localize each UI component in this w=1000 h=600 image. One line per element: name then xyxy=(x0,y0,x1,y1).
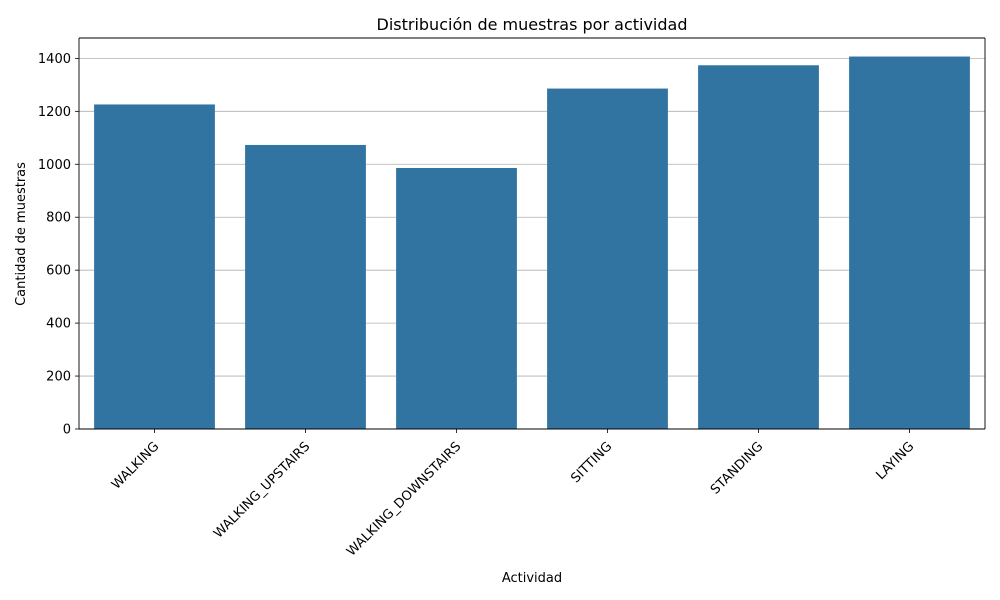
y-axis-label: Cantidad de muestras xyxy=(14,162,29,306)
bar-laying xyxy=(849,56,970,429)
y-tick-label: 0 xyxy=(63,423,71,438)
bar-walking-downstairs xyxy=(396,167,517,430)
y-tick-label: 1400 xyxy=(38,52,71,67)
y-tick-label: 400 xyxy=(46,317,71,332)
y-tick-label: 600 xyxy=(46,264,71,279)
bar-sitting xyxy=(547,88,668,430)
y-tick-label: 1200 xyxy=(38,105,71,120)
axes xyxy=(78,37,986,430)
x-axis-label: Actividad xyxy=(502,571,562,586)
bar-walking-upstairs xyxy=(245,144,366,429)
y-tick-label: 1000 xyxy=(38,158,71,173)
y-tick-label: 200 xyxy=(46,370,71,385)
y-tick-label: 800 xyxy=(46,211,71,226)
bar-walking xyxy=(94,104,215,430)
bars xyxy=(94,56,970,430)
chart-title: Distribución de muestras por actividad xyxy=(377,15,688,34)
y-ticks: 0 200 400 600 800 1000 1200 1400 xyxy=(38,52,79,438)
bar-standing xyxy=(698,65,819,429)
